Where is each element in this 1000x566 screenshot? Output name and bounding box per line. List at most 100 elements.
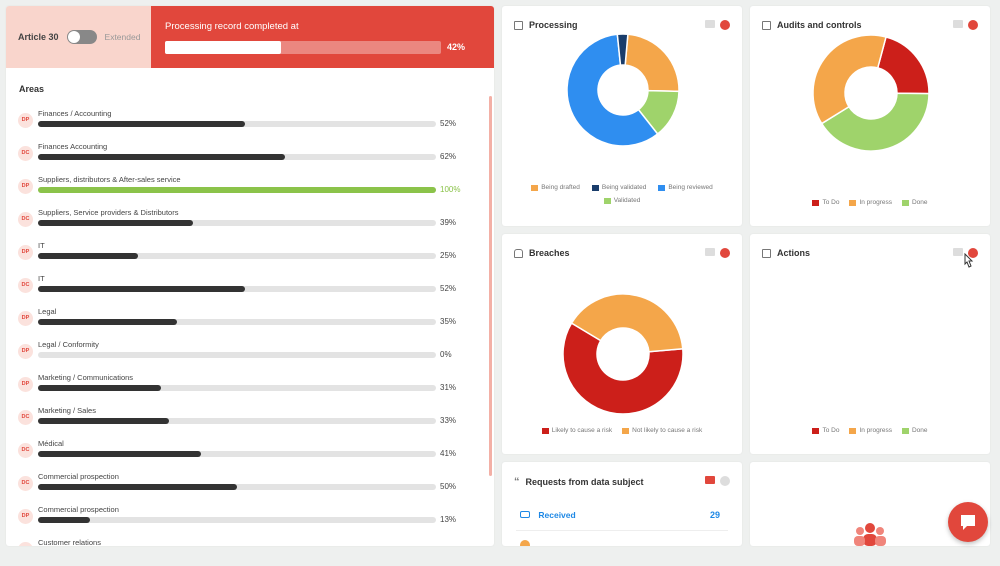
legend-item[interactable]: Being validated [591, 184, 646, 191]
area-row[interactable]: DP Legal / Conformity 0% [18, 340, 468, 372]
pie-view-icon[interactable] [720, 248, 730, 258]
area-pct: 25% [440, 251, 457, 260]
next-request-row[interactable] [520, 540, 530, 546]
pie-view-icon[interactable] [968, 248, 978, 258]
actions-title: Actions [777, 248, 811, 258]
requests-card: “ Requests from data subject Received 29 [502, 462, 742, 546]
area-row[interactable]: DP Marketing / Communications 31% [18, 373, 468, 405]
legend-swatch [849, 427, 857, 434]
area-row[interactable]: DP IT 25% [18, 241, 468, 273]
area-row[interactable]: DP Suppliers, distributors & After-sales … [18, 175, 468, 207]
area-name: Finances / Accounting [38, 109, 112, 118]
legend-item[interactable]: Likely to cause a risk [541, 427, 612, 434]
area-badge: DC [18, 410, 33, 425]
audits-header: Audits and controls [762, 20, 862, 30]
chat-icon [961, 515, 975, 530]
area-name: Suppliers, distributors & After-sales se… [38, 175, 181, 184]
area-badge: DC [18, 146, 33, 161]
area-progress-fill [38, 484, 237, 490]
requests-received-row[interactable]: Received 29 [520, 510, 720, 520]
donut-slice[interactable] [570, 293, 684, 353]
legend-label: Validated [613, 197, 641, 204]
legend-swatch [531, 184, 539, 191]
legend-label: Being reviewed [668, 184, 713, 191]
calendar-icon [762, 248, 771, 258]
article30-toggle-box: Article 30 Extended [6, 6, 151, 68]
area-badge: DP [18, 245, 33, 260]
donut-slice[interactable] [616, 33, 629, 66]
list-view-icon[interactable] [705, 248, 715, 256]
area-row[interactable]: DP Finances / Accounting 52% [18, 109, 468, 141]
pie-view-icon[interactable] [968, 20, 978, 30]
area-row[interactable]: DC IT 52% [18, 274, 468, 306]
legend-item[interactable]: In progress [849, 427, 892, 434]
legend-item[interactable]: Not likely to cause a risk [622, 427, 702, 434]
area-progress-fill [38, 187, 436, 193]
area-row[interactable]: DC Finances Accounting 62% [18, 142, 468, 174]
area-row[interactable]: DP Legal 35% [18, 307, 468, 339]
processing-chart [566, 33, 680, 147]
legend-item[interactable]: In progress [849, 199, 892, 206]
toggle-knob [67, 31, 80, 43]
donut-slice[interactable] [876, 36, 930, 95]
pie-view-icon[interactable] [720, 476, 730, 486]
legend-label: In progress [859, 427, 892, 434]
scrollbar[interactable] [489, 96, 492, 476]
area-pct: 0% [440, 350, 452, 359]
area-badge: DC [18, 542, 33, 546]
legend-item[interactable]: To Do [812, 427, 839, 434]
area-row[interactable]: DC Suppliers, Service providers & Distrib… [18, 208, 468, 240]
area-row[interactable]: DC Marketing / Sales 33% [18, 406, 468, 438]
legend-swatch [901, 199, 909, 206]
area-progress-track [38, 154, 436, 160]
team-icon [854, 523, 886, 546]
legend-swatch [812, 427, 820, 434]
legend-item[interactable]: Done [901, 199, 928, 206]
area-pct: 52% [440, 284, 457, 293]
area-progress-fill [38, 220, 194, 226]
actions-legend: To Do In progress Done [750, 427, 990, 434]
legend-item[interactable]: Being drafted [531, 184, 580, 191]
area-row[interactable]: DC Customer relations [18, 538, 468, 546]
legend-item[interactable]: To Do [812, 199, 839, 206]
area-progress-fill [38, 319, 178, 325]
processing-record-box: Processing record completed at 42% [151, 6, 494, 68]
processing-record-fill [165, 41, 281, 54]
pie-view-icon[interactable] [720, 20, 730, 30]
area-progress-fill [38, 154, 285, 160]
audits-view-toggle [953, 20, 978, 30]
breaches-chart [562, 293, 684, 415]
area-name: IT [38, 274, 45, 283]
legend-swatch [541, 427, 549, 434]
list-view-icon[interactable] [953, 20, 963, 28]
extended-toggle[interactable] [66, 30, 97, 44]
area-pct: 52% [440, 119, 457, 128]
list-view-icon[interactable] [705, 20, 715, 28]
clipboard-icon [762, 20, 771, 30]
processing-record-text: Processing record completed at [165, 21, 299, 32]
area-badge: DP [18, 311, 33, 326]
donut-slice[interactable] [562, 322, 684, 415]
area-name: Marketing / Communications [38, 373, 134, 382]
legend-swatch [849, 199, 857, 206]
chat-button[interactable] [948, 502, 988, 542]
area-progress-track [38, 121, 436, 127]
area-progress-track [38, 253, 436, 259]
donut-slice[interactable] [566, 33, 659, 147]
received-label: Received [538, 510, 576, 520]
legend-item[interactable]: Being reviewed [658, 184, 713, 191]
article30-label: Article 30 [18, 32, 59, 42]
legend-item[interactable]: Done [901, 427, 928, 434]
area-name: Commercial prospection [38, 472, 119, 481]
area-row[interactable]: DC Commercial prospection 50% [18, 472, 468, 504]
area-row[interactable]: DC Médical 41% [18, 439, 468, 471]
area-row[interactable]: DP Commercial prospection 13% [18, 505, 468, 537]
area-name: Legal / Conformity [38, 340, 99, 349]
list-view-icon[interactable] [705, 476, 715, 484]
legend-item[interactable]: Validated [603, 197, 641, 204]
legend-swatch [622, 427, 630, 434]
donut-slice[interactable] [624, 33, 680, 93]
area-pct: 39% [440, 218, 457, 227]
donut-slice[interactable] [812, 34, 887, 125]
list-view-icon[interactable] [953, 248, 963, 256]
